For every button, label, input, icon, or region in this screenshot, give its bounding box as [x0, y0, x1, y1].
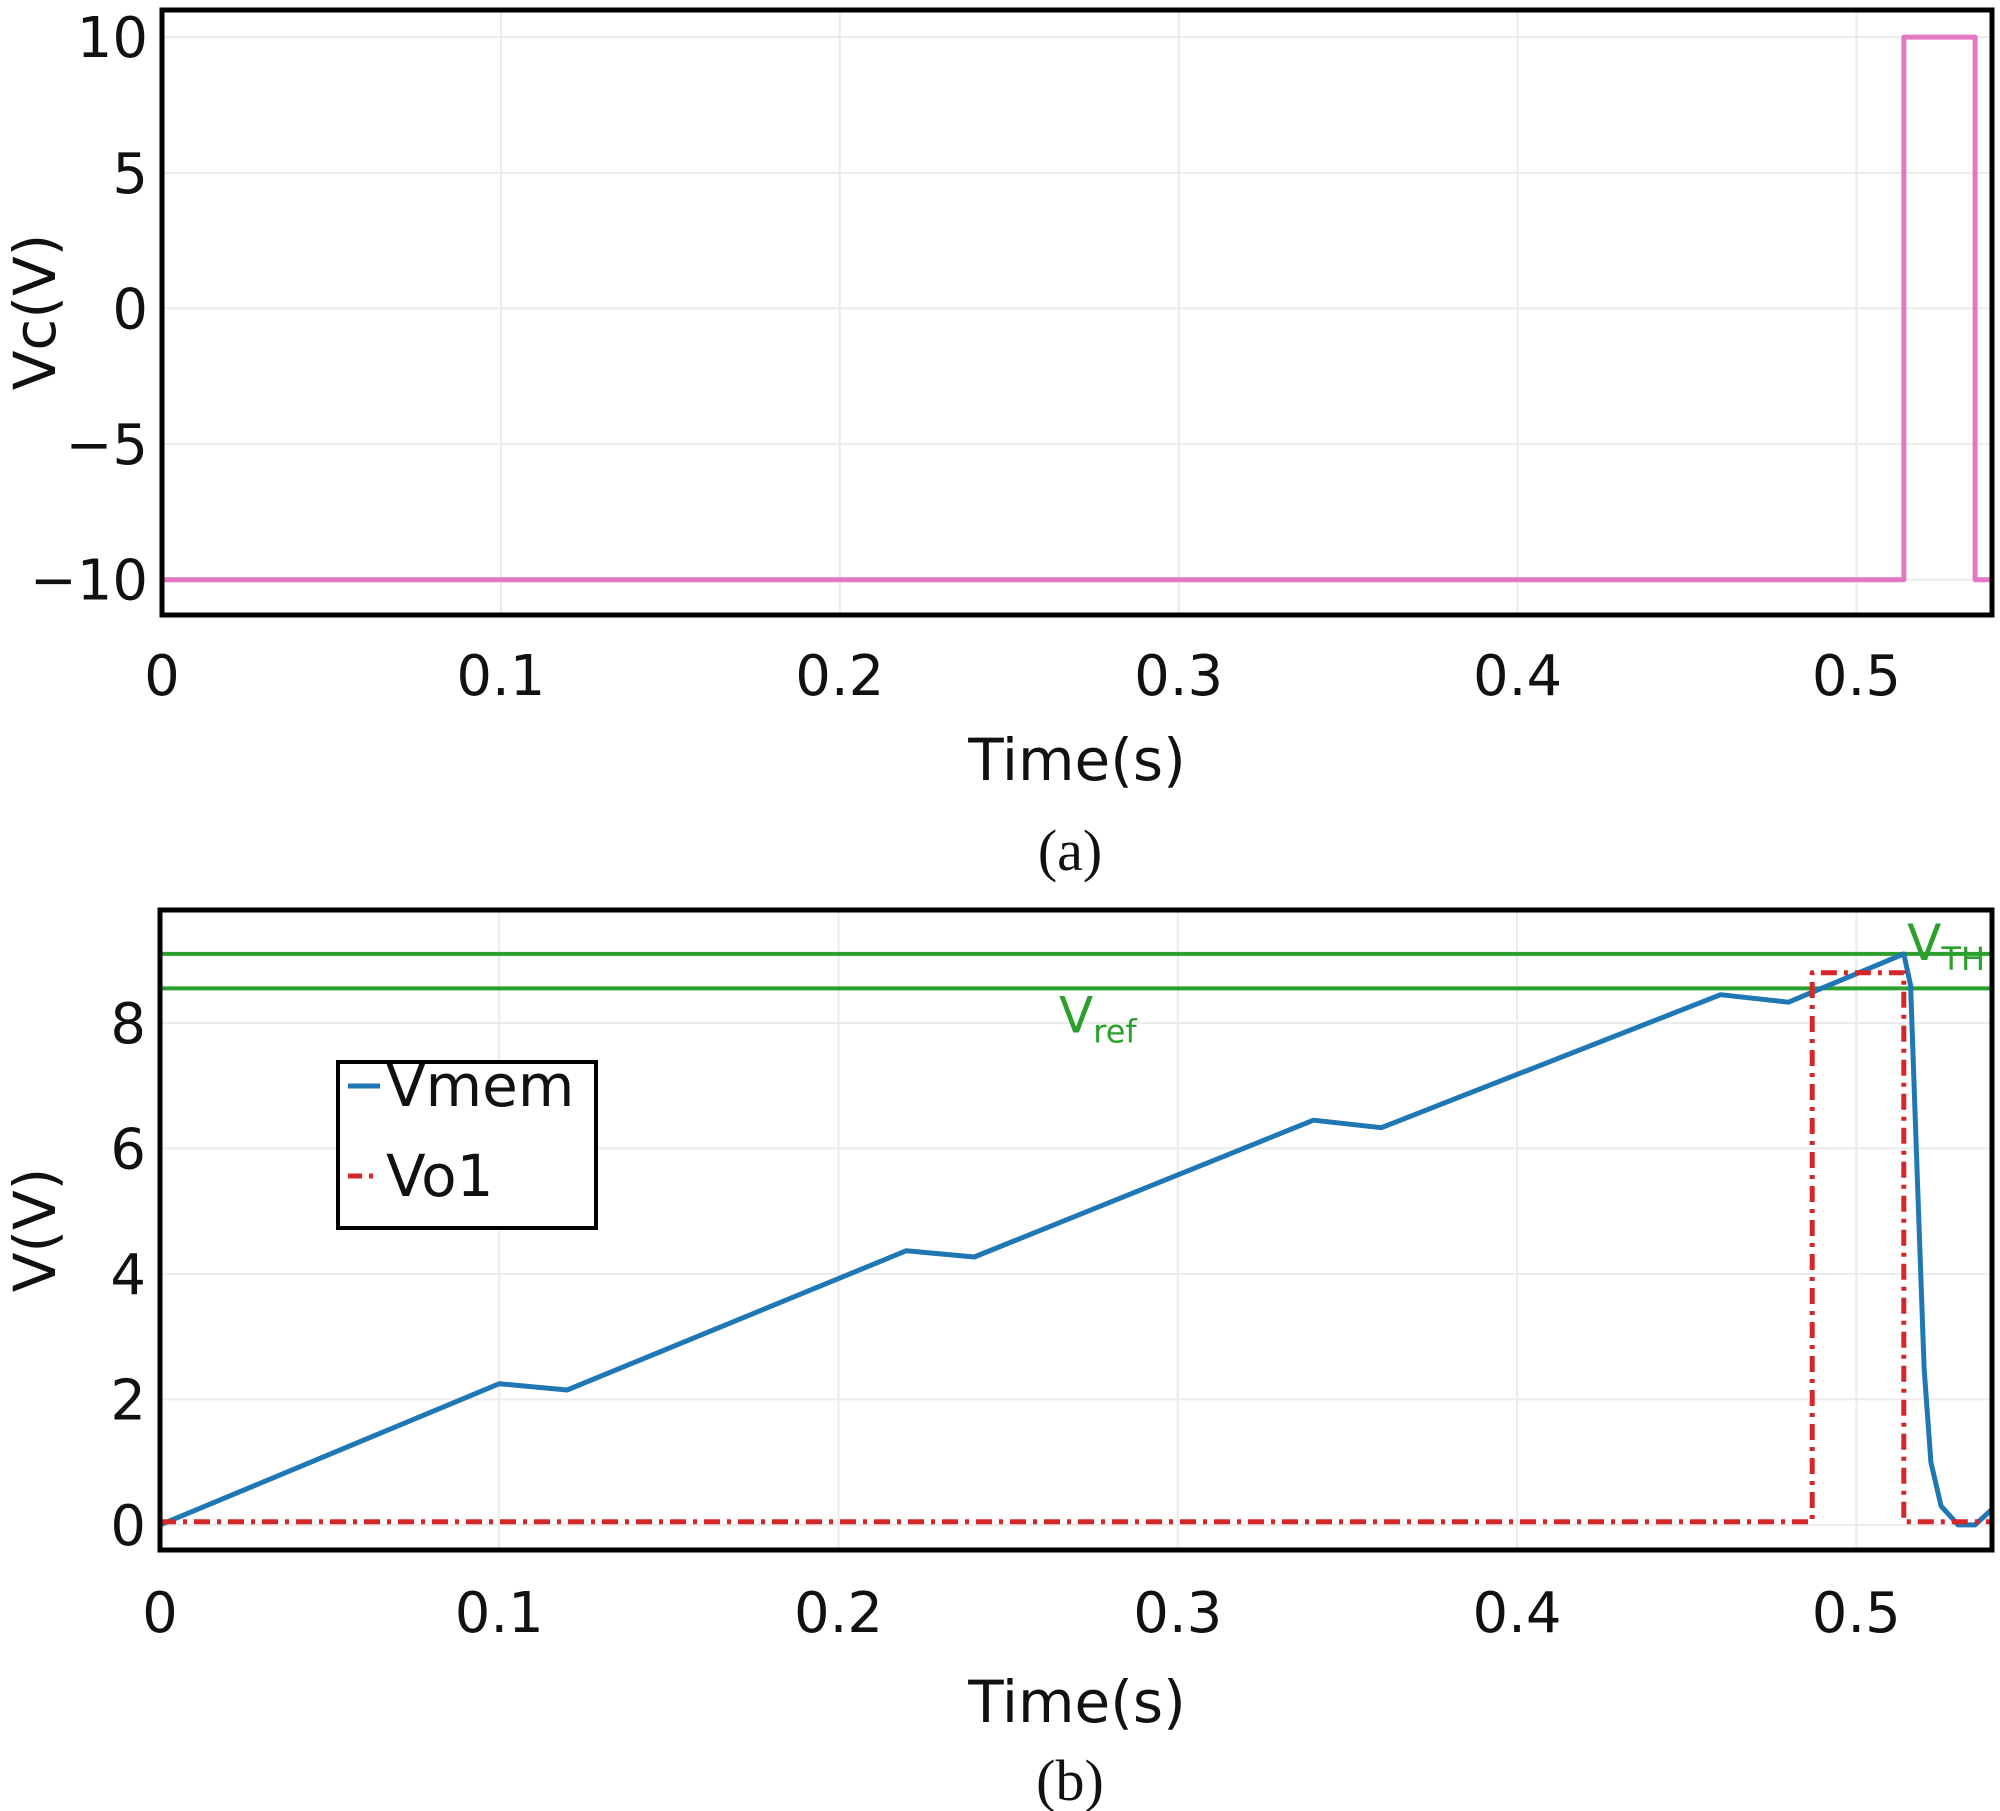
- y-tick-label: 5: [112, 142, 148, 207]
- panel-a-frame: [159, 7, 1995, 618]
- legend-frame: [336, 1060, 598, 1230]
- legend-label-vmem: Vmem: [386, 1052, 574, 1120]
- panel-a-xlabel: Time(s): [967, 726, 1185, 794]
- y-tick-label: −5: [65, 413, 148, 478]
- x-tick-label: 0.5: [1812, 644, 1901, 709]
- panel-a-caption: (a): [1038, 818, 1102, 883]
- x-tick-label: 0.1: [455, 1581, 544, 1646]
- panel-b-legend: Vmem Vo1: [336, 1052, 598, 1230]
- panel-b-hlines: [160, 951, 1992, 991]
- x-tick-label: 0: [142, 1581, 178, 1646]
- panel-b-xlabel: Time(s): [967, 1668, 1185, 1736]
- y-tick-label: 2: [110, 1368, 146, 1433]
- x-tick-label: 0.4: [1473, 1581, 1562, 1646]
- panel-a: 0 0.1 0.2 0.3 0.4 0.5 −10 −5 0 5 10 Time(s) Vc(V)…: [1, 6, 1995, 883]
- y-tick-label: 4: [110, 1243, 146, 1308]
- series-line-vo1: [160, 970, 1992, 1525]
- annotation-label: Vref: [1059, 986, 1137, 1050]
- panel-b-series: [159, 951, 1994, 1528]
- x-tick-label: 0.5: [1812, 1581, 1901, 1646]
- panel-a-ylabel: Vc(V): [1, 234, 69, 391]
- panel-b-xticks: 0 0.1 0.2 0.3 0.4 0.5: [142, 1581, 1901, 1646]
- panel-b-annotations: VTH Vref: [1059, 914, 1985, 1050]
- panel-a-grid: [161, 10, 1992, 615]
- y-tick-label: 0: [112, 277, 148, 342]
- x-tick-label: 0.1: [456, 644, 545, 709]
- y-tick-label: 6: [110, 1117, 146, 1182]
- legend-label-vo1: Vo1: [386, 1142, 494, 1210]
- annotation-label: VTH: [1907, 914, 1985, 978]
- x-tick-label: 0.4: [1473, 644, 1562, 709]
- panel-b-ylabel: V(V): [1, 1168, 69, 1293]
- panel-a-xticks: 0 0.1 0.2 0.3 0.4 0.5: [144, 644, 1901, 709]
- panel-b-frame: [157, 907, 1995, 1553]
- series-line-vmem: [159, 951, 1994, 1528]
- x-tick-label: 0.2: [795, 644, 884, 709]
- y-tick-label: 0: [110, 1494, 146, 1559]
- x-tick-label: 0: [144, 644, 180, 709]
- panel-b-grid: [159, 910, 1992, 1550]
- panel-a-yticks: −10 −5 0 5 10: [30, 6, 148, 614]
- panel-b-caption: (b): [1036, 1748, 1104, 1811]
- y-tick-label: 10: [77, 6, 148, 71]
- y-tick-label: −10: [30, 549, 148, 614]
- x-tick-label: 0.3: [1134, 644, 1223, 709]
- x-tick-label: 0.3: [1133, 1581, 1222, 1646]
- x-tick-label: 0.2: [794, 1581, 883, 1646]
- y-tick-label: 8: [110, 992, 146, 1057]
- panel-b-yticks: 0 2 4 6 8: [110, 992, 146, 1559]
